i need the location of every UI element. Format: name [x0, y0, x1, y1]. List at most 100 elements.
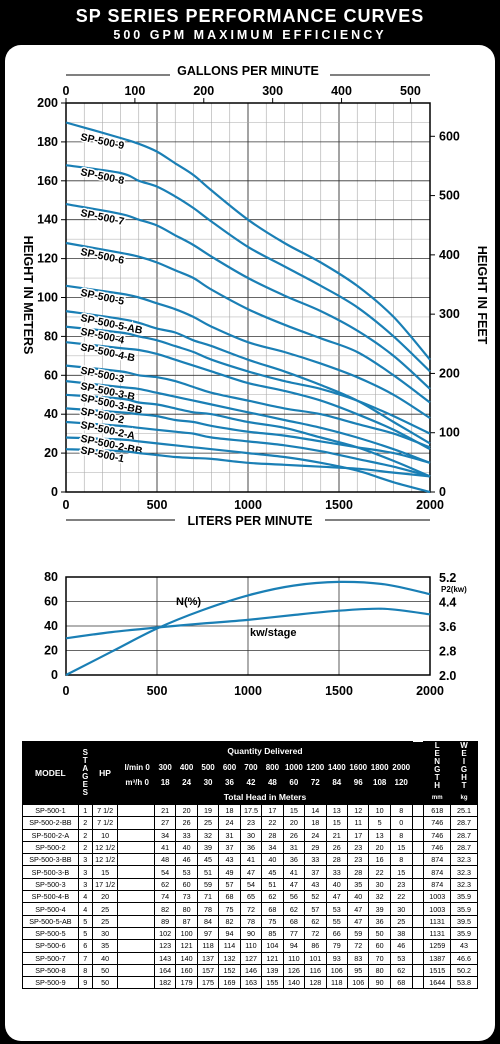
table-row: SP-500-4-B 4 20 74 73 71 68 65 62 56 52 47 40 32 22 100… [22, 890, 478, 904]
hp-cell: 40 [91, 951, 119, 965]
head-cell: 68 [389, 976, 413, 990]
series-label-efficiency: N(%) [176, 596, 201, 608]
y-right-tick-label: 300 [439, 307, 460, 321]
y-left-tick-label: 80 [44, 329, 58, 343]
curve-sp-500-2 [65, 407, 431, 464]
head-cell: 95 [346, 963, 370, 978]
hp-cell: 50 [91, 976, 119, 990]
m3h-value: 120 [389, 774, 413, 791]
gap-cell [411, 877, 425, 892]
head-cell: 94 [282, 939, 306, 953]
x-top-tick-label: 200 [193, 84, 214, 98]
y-left-tick-label: 20 [44, 446, 58, 460]
m3h-value: 72 [304, 774, 327, 791]
head-cell: 66 [325, 926, 349, 941]
hp-cell: 10 [91, 828, 119, 842]
stages-letter: A [82, 763, 89, 773]
y-right-tick-label: 4.4 [439, 596, 456, 610]
length-letter: H [434, 781, 441, 790]
blank-cell [117, 840, 155, 855]
weight-cell: 39.5 [450, 914, 478, 928]
head-cell: 22 [261, 816, 284, 830]
head-cell: 140 [175, 951, 198, 965]
head-cell: 164 [153, 963, 177, 978]
head-cell: 118 [196, 939, 220, 953]
x-tick-label: 0 [63, 498, 70, 512]
blank-cell [117, 914, 155, 928]
head-cell: 50 [368, 926, 391, 941]
head-cell: 78 [196, 902, 220, 916]
gap-cell [411, 853, 425, 867]
head-cell: 53 [175, 865, 198, 879]
x-bottom-axis-label: LITERS PER MINUTE [187, 514, 312, 528]
head-header: Total Head in Meters [117, 789, 413, 805]
head-cell: 104 [261, 939, 284, 953]
head-cell: 62 [153, 877, 177, 892]
weight-cell: 46.6 [450, 951, 478, 965]
head-cell: 52 [304, 890, 327, 904]
head-cell: 62 [261, 890, 284, 904]
curve-sp-500-6 [65, 241, 431, 404]
curve-sp-500-2-bb [65, 436, 431, 494]
table-row: SP-500-4 4 25 82 80 78 75 72 68 62 57 53 47 39 30 1003 3… [22, 902, 478, 916]
head-cell: 75 [218, 902, 241, 916]
length-letter: E [434, 749, 440, 758]
head-cell: 25 [389, 914, 413, 928]
length-cell: 746 [423, 840, 452, 855]
head-cell: 110 [239, 939, 263, 953]
length-letter: G [434, 765, 441, 774]
stages-cell: 4 [77, 890, 93, 904]
model-cell: SP-500-3 [22, 877, 79, 892]
head-cell: 22 [368, 865, 391, 879]
model-cell: SP-500-8 [22, 963, 79, 978]
y-left-tick-label: 40 [44, 619, 58, 633]
head-cell: 68 [218, 890, 241, 904]
head-cell: 77 [282, 926, 306, 941]
stages-letter: S [82, 787, 88, 797]
weight-cell: 35.9 [450, 902, 478, 916]
spec-table-body: SP-500-1 1 7 1/2 21 20 19 18 17.5 17 15 14 13 12 10 8 6… [22, 803, 478, 990]
head-cell: 102 [153, 926, 177, 941]
head-cell: 83 [346, 951, 370, 965]
head-cell: 38 [389, 926, 413, 941]
head-cell: 15 [389, 865, 413, 879]
head-cell: 15 [325, 816, 349, 830]
x-tick-label: 1500 [325, 684, 353, 698]
head-cell: 0 [389, 816, 413, 830]
head-cell: 32 [196, 828, 220, 842]
gap-cell [411, 828, 425, 842]
head-cell: 20 [175, 803, 198, 818]
hp-cell: 15 [91, 865, 119, 879]
length-cell: 1387 [423, 951, 452, 965]
y-left-tick-label: 160 [37, 174, 58, 188]
table-row: SP-500-5 5 30 102 100 97 94 90 85 77 72 66 59 50 38 113… [22, 926, 478, 941]
x-top-tick-label: 300 [262, 84, 283, 98]
weight-letter: G [460, 765, 468, 774]
blank-cell [117, 803, 155, 818]
y-right-tick-label: 100 [439, 426, 460, 440]
head-cell: 37 [304, 865, 327, 879]
head-cell: 40 [261, 853, 284, 867]
head-cell: 90 [239, 926, 263, 941]
head-cell: 70 [368, 951, 391, 965]
lmin-value: 1000 [282, 760, 306, 776]
y-right-tick-label: 2.0 [439, 669, 456, 683]
curve-sp-500-1 [65, 448, 431, 478]
head-cell: 40 [346, 890, 370, 904]
m3h-value: 84 [325, 774, 349, 791]
length-letter: T [434, 773, 440, 782]
length-cell: 1131 [423, 926, 452, 941]
curve-sp-500-7 [65, 203, 431, 390]
weight-letter: I [462, 757, 466, 766]
length-cell: 1515 [423, 963, 452, 978]
head-cell: 116 [304, 963, 327, 978]
head-cell: 41 [153, 840, 177, 855]
x-tick-label: 2000 [416, 684, 444, 698]
y-left-tick-label: 120 [37, 252, 58, 266]
lmin-value: 300 [153, 760, 177, 776]
head-cell: 62 [389, 963, 413, 978]
head-cell: 27 [153, 816, 177, 830]
blank-cell [117, 816, 155, 830]
head-cell: 68 [261, 902, 284, 916]
